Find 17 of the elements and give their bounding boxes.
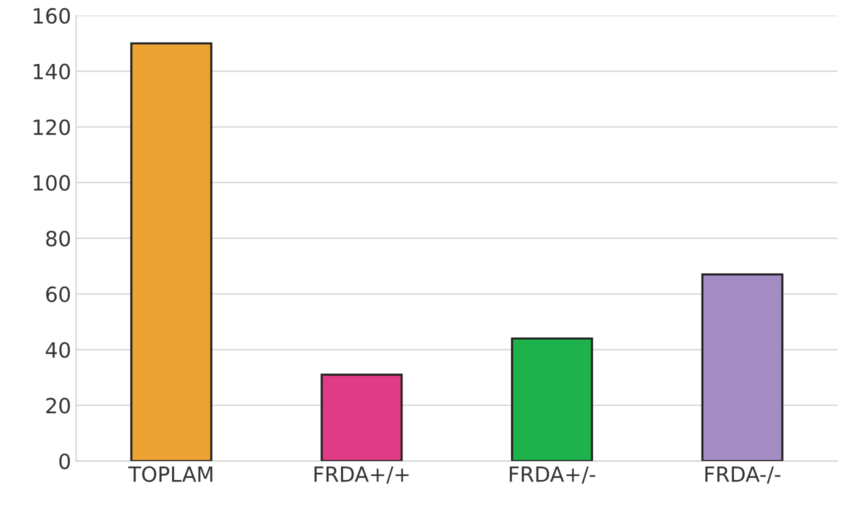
y-tick-label: 160: [34, 8, 70, 24]
y-tick-label: 100: [34, 175, 70, 191]
y-tick-label: 60: [46, 286, 70, 302]
y-tick-label: 120: [34, 119, 70, 136]
bar: [130, 42, 212, 462]
x-tick-label: FRDA+/+: [314, 466, 409, 484]
bar: [510, 337, 594, 462]
y-tick-label: 80: [46, 230, 70, 246]
x-tick-label: TOPLAM: [128, 466, 212, 482]
y-tick-label: 140: [34, 64, 70, 80]
x-tick-label: FRDA+/-: [510, 466, 596, 484]
bar: [320, 374, 403, 462]
x-tick-label: FRDA-/-: [705, 466, 780, 484]
y-tick-label: 40: [46, 342, 70, 358]
y-tick-label: 20: [46, 398, 70, 414]
bar: [701, 273, 784, 462]
y-tick-label: 0: [59, 453, 70, 470]
